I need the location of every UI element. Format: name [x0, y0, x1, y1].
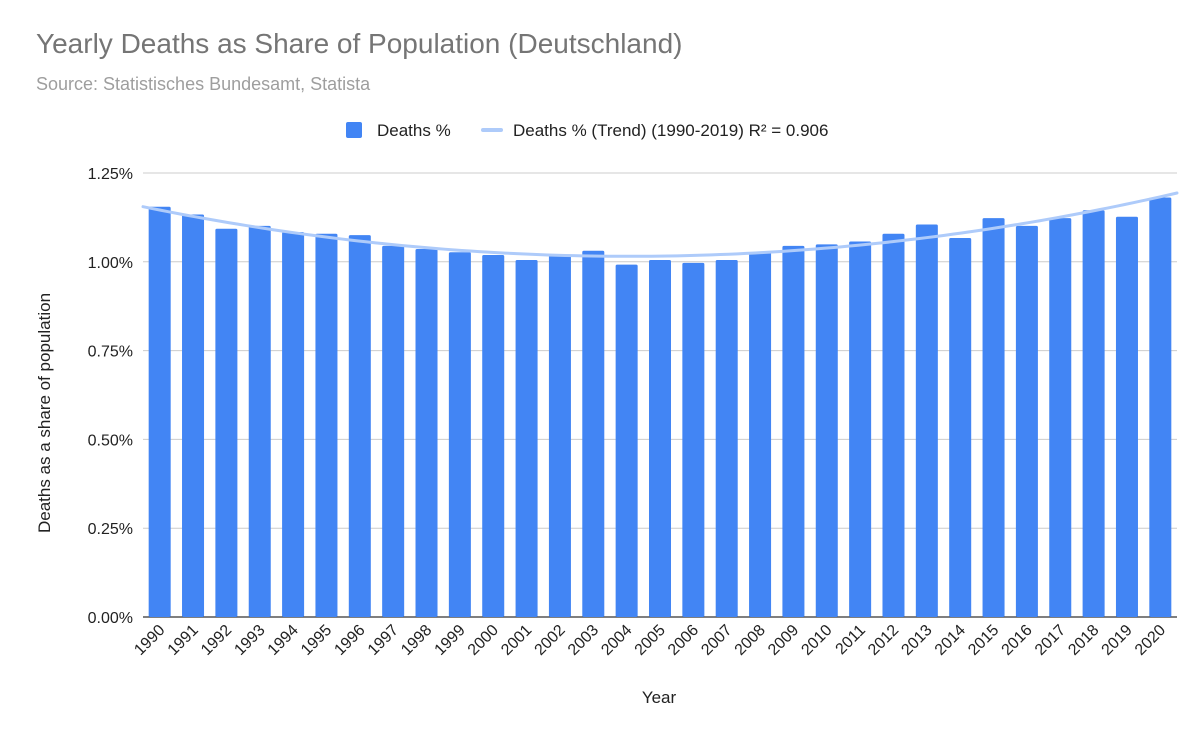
x-tick-label: 2003: [565, 622, 602, 659]
bar-2010: [815, 244, 838, 617]
bar-2008: [749, 252, 772, 617]
x-tick-label: 2005: [632, 622, 669, 659]
x-tick-label: 2020: [1132, 622, 1169, 659]
legend-swatch-deaths: [346, 122, 362, 138]
bar-2011: [849, 241, 872, 618]
x-tick-label: 2007: [698, 622, 735, 659]
bar-2014: [949, 238, 972, 618]
y-tick-label: 0.25%: [88, 521, 133, 538]
y-axis-title: Deaths as a share of population: [35, 293, 54, 533]
x-tick-label: 1995: [298, 622, 335, 659]
bar-1992: [215, 228, 238, 617]
y-tick-label: 0.50%: [88, 432, 133, 449]
y-tick-label: 0.75%: [88, 344, 133, 361]
x-tick-label: 1993: [231, 622, 268, 659]
x-tick-label: 2019: [1099, 622, 1136, 659]
chart-subtitle: Source: Statistisches Bundesamt, Statist…: [36, 74, 371, 94]
x-tick-label: 2013: [898, 622, 935, 659]
bar-2007: [715, 260, 738, 617]
x-tick-label: 1991: [165, 622, 202, 659]
bar-1993: [248, 225, 271, 617]
x-tick-label: 1996: [331, 622, 368, 659]
x-tick-label: 2002: [532, 622, 569, 659]
bar-2001: [515, 260, 538, 617]
x-tick-label: 1999: [432, 622, 469, 659]
legend-label-deaths: Deaths %: [377, 121, 451, 140]
bar-2019: [1115, 216, 1138, 617]
bar-2004: [615, 264, 638, 617]
bar-2009: [782, 245, 805, 618]
x-tick-label: 2014: [932, 622, 969, 659]
bar-1999: [448, 252, 471, 617]
x-tick-label: 2011: [833, 622, 869, 658]
bar-2018: [1082, 210, 1105, 617]
x-tick-label: 1992: [198, 622, 235, 659]
x-tick-label: 2001: [498, 622, 535, 659]
y-tick-label: 0.00%: [88, 610, 133, 627]
chart-title: Yearly Deaths as Share of Population (De…: [36, 28, 683, 59]
bar-2017: [1049, 218, 1072, 617]
x-tick-label: 2015: [965, 622, 1002, 659]
x-tick-label: 2006: [665, 622, 702, 659]
bar-1995: [315, 233, 338, 617]
x-tick-label: 2018: [1065, 622, 1102, 659]
bar-1996: [348, 235, 371, 617]
bar-2002: [548, 255, 571, 617]
bar-2003: [582, 250, 605, 617]
bar-1997: [382, 245, 405, 618]
bar-2015: [982, 218, 1005, 617]
bar-1990: [148, 206, 171, 617]
x-axis-ticks: 1990199119921993199419951996199719981999…: [131, 622, 1169, 659]
bar-1991: [182, 214, 205, 617]
bar-2012: [882, 233, 905, 617]
x-tick-label: 2009: [765, 622, 802, 659]
x-axis-title: Year: [642, 688, 677, 707]
x-tick-label: 2010: [798, 622, 835, 659]
bar-2005: [648, 260, 672, 617]
bar-2000: [482, 255, 505, 617]
bar-1994: [282, 231, 305, 617]
x-tick-label: 2016: [999, 622, 1036, 659]
x-tick-label: 1990: [131, 622, 168, 659]
x-tick-label: 2017: [1032, 622, 1069, 659]
y-tick-label: 1.25%: [88, 166, 133, 183]
x-tick-label: 1998: [398, 622, 435, 659]
legend-label-trend: Deaths % (Trend) (1990-2019) R² = 0.906: [513, 121, 828, 140]
bar-2016: [1015, 225, 1038, 617]
x-tick-label: 2012: [865, 622, 902, 659]
bar-1998: [415, 249, 438, 617]
bar-2006: [682, 262, 705, 617]
x-tick-label: 2000: [465, 622, 502, 659]
bars: [148, 197, 1172, 618]
y-tick-label: 1.00%: [88, 255, 133, 272]
y-axis-ticks: 0.00% 0.25% 0.50% 0.75% 1.00% 1.25%: [88, 166, 133, 627]
bar-2020: [1149, 197, 1172, 618]
x-tick-label: 1997: [365, 622, 402, 659]
bar-2013: [915, 224, 938, 617]
trend-line: [141, 191, 1179, 258]
x-tick-label: 2008: [732, 622, 769, 659]
legend: Deaths % Deaths % (Trend) (1990-2019) R²…: [346, 121, 828, 140]
x-tick-label: 2004: [598, 622, 635, 659]
x-tick-label: 1994: [265, 622, 302, 659]
